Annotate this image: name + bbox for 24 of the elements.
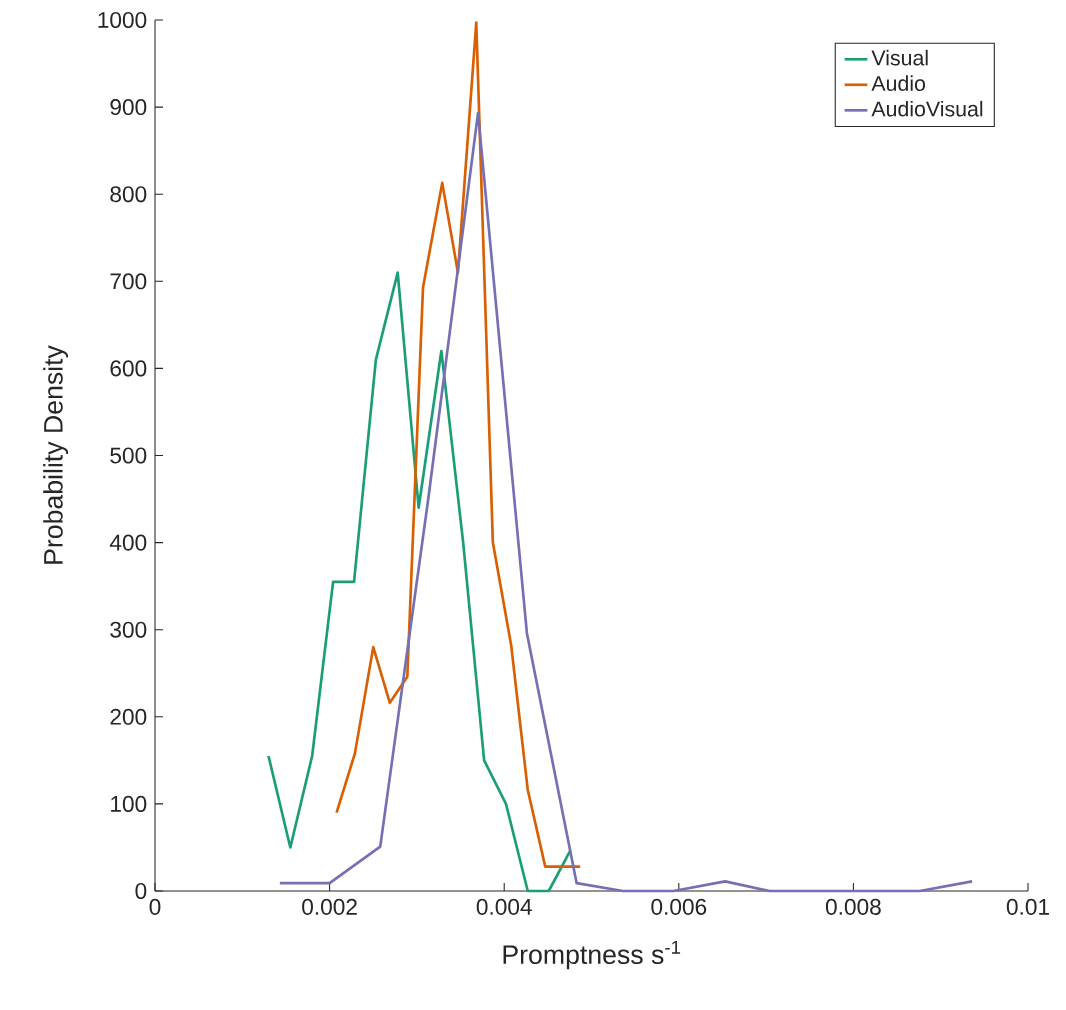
x-axis-title: Promptness s$^{-1}$ <box>503 940 681 970</box>
y-tick-label: 800 <box>110 186 147 203</box>
x-tick-label: 0.004 <box>476 898 532 915</box>
y-tick-label: 500 <box>110 447 147 464</box>
legend-label: Audio <box>871 75 926 92</box>
x-tick-label: 0.01 <box>1006 898 1049 915</box>
y-tick-label: 600 <box>110 360 147 377</box>
line-series <box>267 271 572 893</box>
y-tick-label: 900 <box>110 99 147 116</box>
x-tick-label: 0.006 <box>651 898 707 915</box>
x-tick-label: 0 <box>149 898 161 915</box>
y-tick-label: 400 <box>109 534 147 551</box>
legend-label: Visual <box>871 49 928 66</box>
y-tick-label: 700 <box>110 273 147 290</box>
y-tick-label: 0 <box>135 882 147 900</box>
legend-label: AudioVisual <box>871 100 983 117</box>
x-tick-label: 0.002 <box>302 898 357 915</box>
line-series <box>335 21 582 868</box>
x-tick-label: 0.008 <box>825 898 881 915</box>
y-tick-label: 300 <box>110 621 147 638</box>
y-tick-label: 200 <box>110 708 147 725</box>
y-tick-label: 1000 <box>98 11 147 29</box>
y-tick-label: 100 <box>111 795 147 812</box>
y-axis-title: Probability Density <box>43 345 69 564</box>
